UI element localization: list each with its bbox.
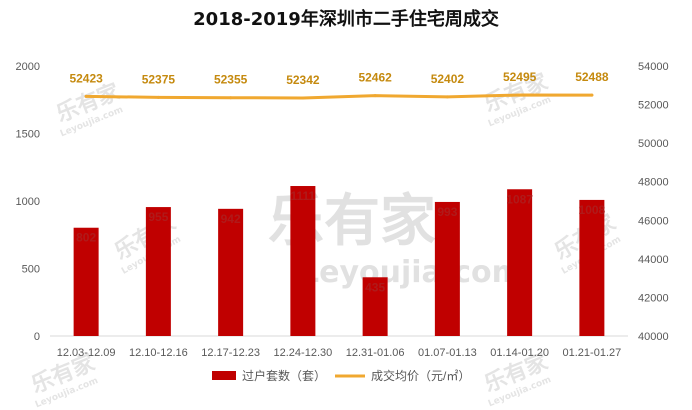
line-point — [301, 96, 305, 100]
bar-value-label: 993 — [437, 205, 457, 219]
y-left-tick-label: 2000 — [16, 61, 40, 73]
line-point — [590, 93, 594, 97]
line-value-label: 52342 — [286, 73, 320, 87]
bar-value-label: 942 — [221, 212, 241, 226]
x-tick-label: 12.03-12.09 — [57, 347, 116, 359]
bar — [145, 207, 171, 336]
y-right-tick-label: 44000 — [638, 254, 669, 266]
y-right-tick-label: 52000 — [638, 100, 669, 112]
bar — [362, 277, 388, 336]
bar-value-label: 1111 — [291, 189, 316, 203]
line-point — [373, 94, 377, 98]
legend-label-bar: 过户套数（套） — [242, 368, 326, 383]
bar — [434, 201, 460, 336]
line-point — [229, 96, 233, 100]
axes: 0 500 1000 1500 2000 40000 42000 44000 46000 4800… — [16, 61, 669, 359]
watermark-url: Leyoujia.com — [300, 255, 523, 290]
x-tick-label: 01.07-01.13 — [418, 347, 477, 359]
bar-value-label: 1008 — [579, 203, 606, 217]
y-right-tick-label: 54000 — [638, 61, 669, 73]
y-right-tick-label: 42000 — [638, 292, 669, 304]
x-tick-label: 12.10-12.16 — [129, 347, 188, 359]
line-value-label: 52402 — [431, 72, 465, 86]
line-series: 52423 52375 52355 52342 52462 52402 52495 52488 — [69, 70, 609, 100]
line-value-label: 52355 — [214, 73, 248, 87]
bar-value-label: 435 — [365, 280, 385, 294]
y-right-tick-label: 46000 — [638, 215, 669, 227]
bar — [507, 189, 533, 336]
y-right-tick-label: 48000 — [638, 177, 669, 189]
y-right-tick-label: 50000 — [638, 138, 669, 150]
bar — [290, 186, 316, 336]
x-tick-label: 12.31-01.06 — [346, 347, 405, 359]
chart-title: 2018-2019年深圳市二手住宅周成交 — [193, 8, 499, 30]
x-tick-label: 12.17-12.23 — [201, 347, 260, 359]
x-tick-label: 12.24-12.30 — [274, 347, 333, 359]
line-point — [156, 95, 160, 99]
legend: 过户套数（套） 成交均价（元/㎡） — [212, 368, 470, 383]
bar-value-label: 1087 — [506, 192, 533, 206]
y-left-tick-label: 500 — [22, 264, 40, 276]
bar-series: 802 955 942 1111 435 993 1087 1008 — [73, 186, 606, 336]
line-value-label: 52423 — [69, 71, 103, 85]
price-line — [84, 93, 594, 100]
line-value-label: 52375 — [142, 72, 176, 86]
x-tick-label: 01.14-01.20 — [490, 347, 549, 359]
bar — [579, 199, 605, 336]
line-value-label: 52495 — [503, 70, 537, 84]
line-value-label: 52488 — [575, 70, 609, 84]
y-left-tick-label: 0 — [34, 331, 40, 343]
legend-label-line: 成交均价（元/㎡） — [371, 368, 470, 383]
line-point — [445, 95, 449, 99]
line-point — [84, 94, 88, 98]
bar-value-label: 955 — [148, 210, 168, 224]
y-right-tick-label: 40000 — [638, 331, 669, 343]
line-point — [518, 93, 522, 97]
legend-swatch-bar — [212, 371, 236, 380]
line-value-label: 52462 — [358, 71, 392, 85]
y-left-tick-label: 1500 — [16, 129, 40, 141]
x-tick-label: 01.21-01.27 — [563, 347, 622, 359]
bar — [73, 227, 99, 336]
y-left-tick-label: 1000 — [16, 196, 40, 208]
bar-value-label: 802 — [76, 231, 96, 245]
bar — [218, 208, 244, 336]
